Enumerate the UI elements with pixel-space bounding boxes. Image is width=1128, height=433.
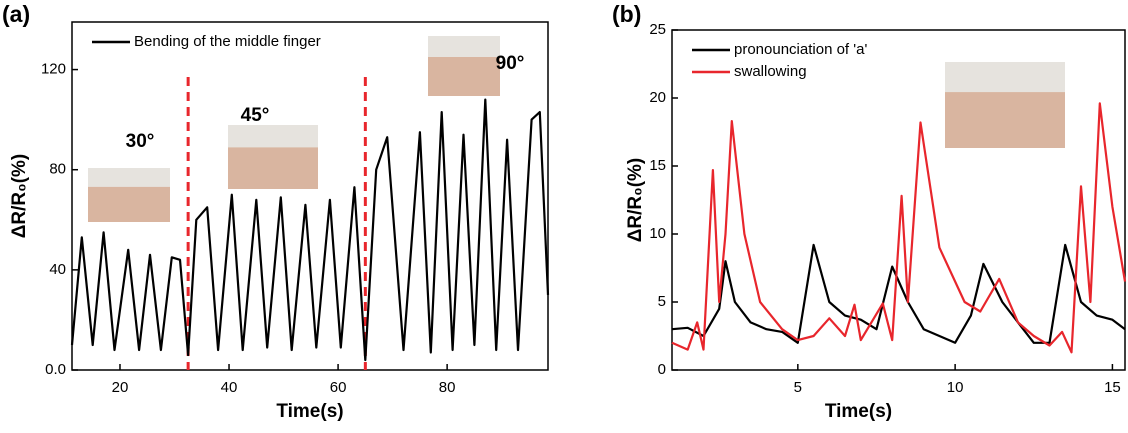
annotation: 45°	[241, 105, 270, 126]
data-line	[671, 243, 1126, 344]
y-tick-label: 20	[649, 89, 666, 106]
photo-bg	[88, 168, 170, 187]
x-tick-label: 5	[794, 379, 802, 396]
panel-label: (a)	[2, 1, 30, 27]
x-tick-label: 80	[439, 379, 456, 396]
y-tick-label: 15	[649, 157, 666, 174]
x-axis-label: Time(s)	[825, 401, 892, 422]
y-axis-label: ΔR/R₀(%)	[625, 158, 646, 243]
photo-bg	[945, 62, 1065, 93]
photo-bg	[228, 125, 318, 148]
y-tick-label: 40	[49, 261, 66, 278]
y-tick-label: 0.0	[45, 361, 66, 378]
plot-frame	[71, 21, 549, 371]
y-tick-label: 10	[649, 225, 666, 242]
plot-frame	[671, 29, 1126, 371]
y-tick-label: 0	[658, 361, 666, 378]
annotation: 30°	[126, 131, 155, 152]
annotation: 90°	[496, 53, 525, 74]
x-tick-label: 15	[1104, 379, 1121, 396]
legend-label: pronounciation of 'a'	[734, 41, 867, 58]
data-line	[70, 98, 550, 362]
y-tick-label: 120	[41, 61, 66, 78]
panel-label: (b)	[612, 1, 641, 27]
y-tick-label: 25	[649, 21, 666, 38]
y-axis-label: ΔR/R₀(%)	[9, 154, 30, 239]
legend-label: Bending of the middle finger	[134, 33, 321, 50]
x-axis-label: Time(s)	[276, 401, 343, 422]
x-tick-label: 20	[112, 379, 129, 396]
data-line	[671, 102, 1127, 354]
x-tick-label: 10	[947, 379, 964, 396]
y-tick-label: 5	[658, 293, 666, 310]
y-tick-label: 80	[49, 161, 66, 178]
photo-bg	[428, 36, 500, 57]
x-tick-label: 40	[221, 379, 238, 396]
x-tick-label: 60	[330, 379, 347, 396]
legend-label: swallowing	[734, 63, 807, 80]
